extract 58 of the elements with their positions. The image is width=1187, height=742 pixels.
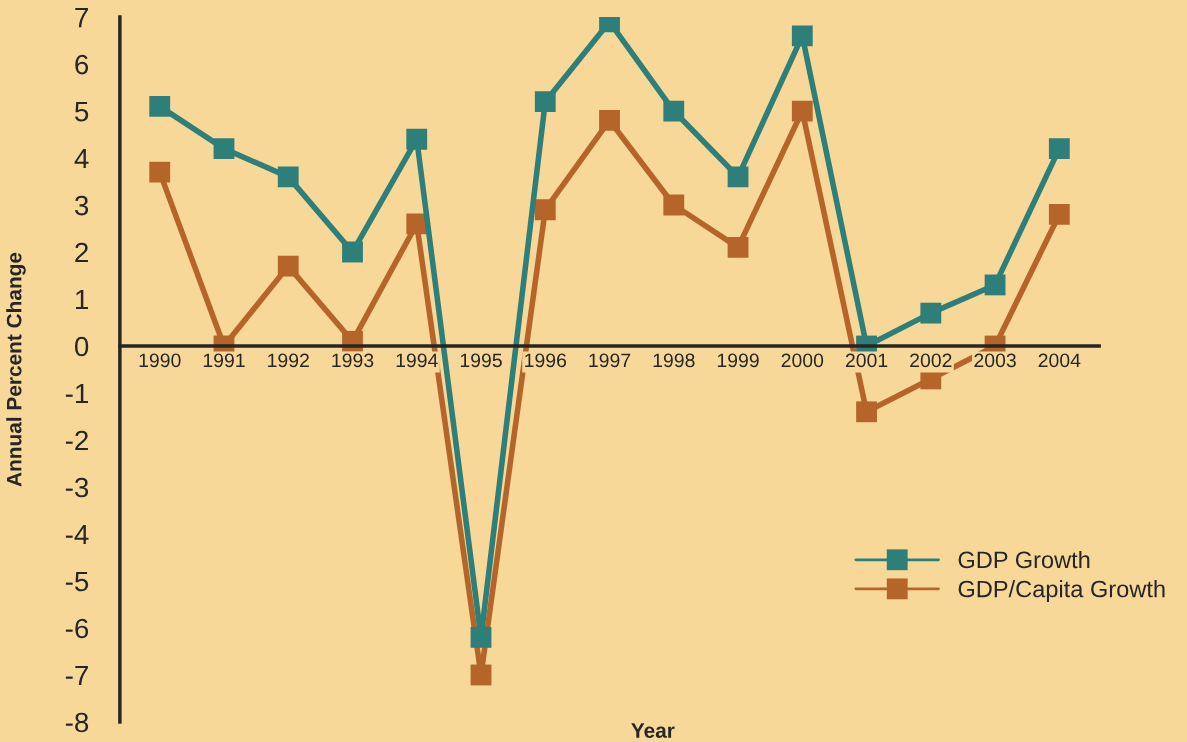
x-tick-label: 1995 [460,353,502,368]
point [984,274,1006,296]
point [791,100,813,122]
point [470,664,492,686]
x-tick-label: 1998 [653,353,695,368]
point [277,255,299,277]
y-tick-label: 1 [76,289,88,310]
x-tick-label: 1997 [589,353,631,368]
x-tick-label: 1993 [332,353,374,368]
y-tick-label: -5 [65,571,89,592]
point [663,100,685,122]
x-tick-label: 1991 [203,353,245,368]
y-tick-label: -8 [65,712,89,733]
point [149,95,171,117]
y-tick-label: 4 [74,149,89,169]
x-tick-label: 2003 [974,353,1016,368]
x-tick-label: 1992 [268,353,309,368]
y-tick-label: -3 [65,477,89,498]
y-tick-label: -1 [65,383,88,404]
point [791,25,813,47]
point [213,138,235,160]
x-tick-label: 2001 [845,353,888,368]
point [663,194,685,216]
y-axis-title: Annual Percent Change [6,252,26,487]
point [277,166,299,188]
point [1048,204,1070,225]
y-tick-label: -7 [65,665,88,686]
point [470,626,492,648]
point [534,91,556,113]
legend-label: GDP Growth [958,550,1090,569]
x-tick-label: 2004 [1038,353,1081,368]
y-tick-label: 5 [75,102,89,122]
x-tick-label: 1996 [525,353,567,368]
point [534,199,556,221]
point [342,241,363,263]
y-tick-label: -6 [65,618,89,639]
y-tick-label: -2 [65,430,88,451]
x-tick-label: 2002 [910,353,952,368]
y-tick-label: 3 [74,195,89,216]
y-tick-label: 7 [75,8,88,28]
point [1048,138,1070,160]
x-axis-title: Year [631,723,675,738]
y-tick-label: 6 [75,54,89,75]
y-tick-label: 2 [75,242,88,263]
point [727,236,749,258]
y-tick-label: 0 [74,336,89,357]
point [599,110,620,131]
point [149,161,171,183]
point [727,166,749,188]
x-tick-label: 1990 [139,353,181,368]
legend-label: GDP/Capita Growth [958,580,1165,603]
point [406,128,428,150]
x-tick-label: 1999 [717,353,759,368]
y-tick-label: -4 [65,524,89,545]
point [856,401,877,423]
x-tick-label: 2000 [781,353,824,368]
x-tick-label: 1994 [396,353,438,368]
point [920,302,942,324]
